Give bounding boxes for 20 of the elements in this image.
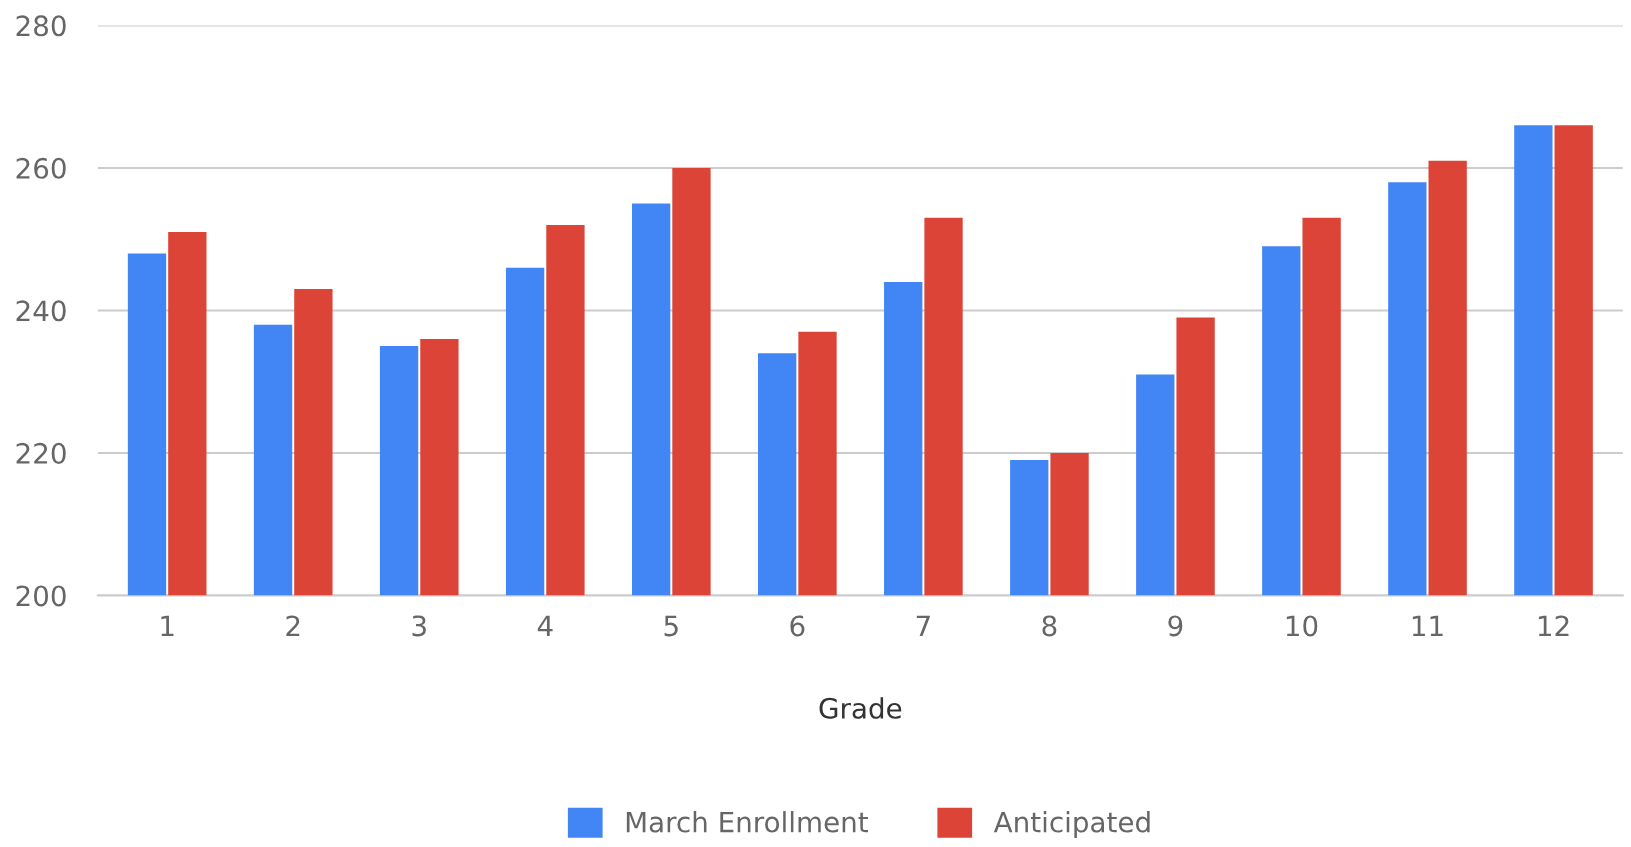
x-axis-title: Grade xyxy=(819,697,902,719)
x-tick-label: 8 xyxy=(1042,615,1057,637)
x-tick-label: 3 xyxy=(412,615,426,637)
y-tick-label: 260 xyxy=(16,157,66,179)
y-tick-label: 280 xyxy=(16,15,66,37)
x-tick-label: 2 xyxy=(286,615,300,636)
y-tick-label: 200 xyxy=(16,585,66,607)
x-tick-label: 7 xyxy=(916,615,930,636)
x-tick-label: 10 xyxy=(1286,615,1318,637)
x-tick-label: 4 xyxy=(537,615,553,636)
y-tick-label: 240 xyxy=(16,300,66,322)
x-tick-label: 6 xyxy=(790,615,805,637)
legend-label: March Enrollment xyxy=(626,811,868,833)
x-tick-label: 9 xyxy=(1168,615,1183,637)
x-tick-label: 11 xyxy=(1412,615,1443,636)
y-tick-label: 220 xyxy=(16,442,66,464)
x-tick-label: 5 xyxy=(664,615,678,637)
x-tick-label: 12 xyxy=(1538,615,1569,636)
x-tick-label: 1 xyxy=(161,615,174,636)
legend-label: Anticipated xyxy=(993,811,1150,838)
